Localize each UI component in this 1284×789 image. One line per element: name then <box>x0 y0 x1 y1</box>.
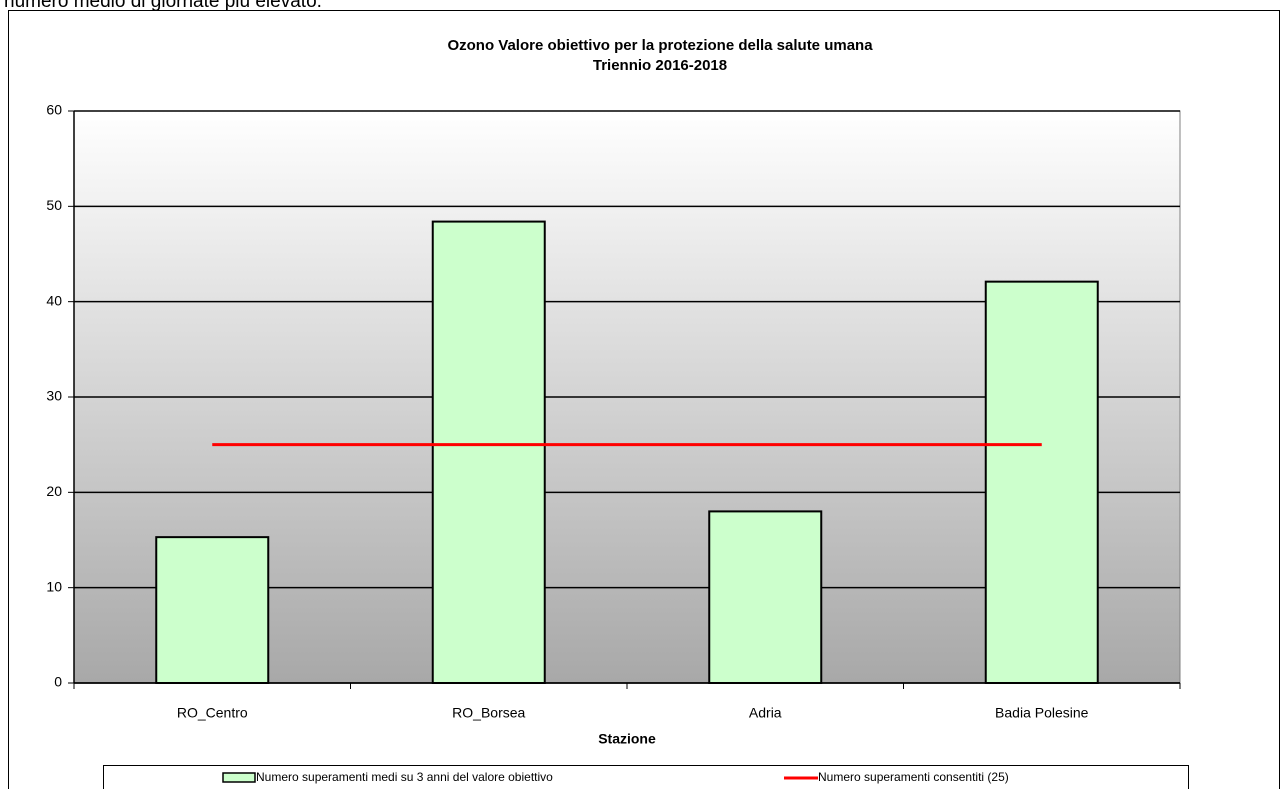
bar <box>708 510 823 684</box>
y-tick-label: 40 <box>46 292 62 308</box>
x-tick-label: RO_Borsea <box>452 705 525 721</box>
legend-label: Numero superamenti consentiti (25) <box>818 770 1009 784</box>
bar <box>155 536 270 685</box>
x-tick-label: Badia Polesine <box>995 705 1089 721</box>
header-text: numero medio di giornate più elevato. <box>4 0 322 12</box>
x-tick-label: Adria <box>749 705 782 721</box>
y-tick-label: 0 <box>54 674 62 690</box>
legend-swatch <box>222 772 256 783</box>
y-tick-label: 20 <box>46 483 62 499</box>
legend <box>103 765 1189 789</box>
x-axis-label: Stazione <box>598 731 656 747</box>
x-tick-label: RO_Centro <box>177 705 248 721</box>
chart-title: Ozono Valore obiettivo per la protezione… <box>447 37 873 54</box>
y-tick-label: 10 <box>46 578 62 594</box>
chart-subtitle: Triennio 2016-2018 <box>593 57 727 74</box>
bar <box>984 280 1099 684</box>
bar <box>431 220 546 684</box>
y-tick-label: 60 <box>46 102 62 118</box>
legend-label: Numero superamenti medi su 3 anni del va… <box>256 770 553 784</box>
y-tick-label: 30 <box>46 388 62 404</box>
y-tick-label: 50 <box>46 197 62 213</box>
